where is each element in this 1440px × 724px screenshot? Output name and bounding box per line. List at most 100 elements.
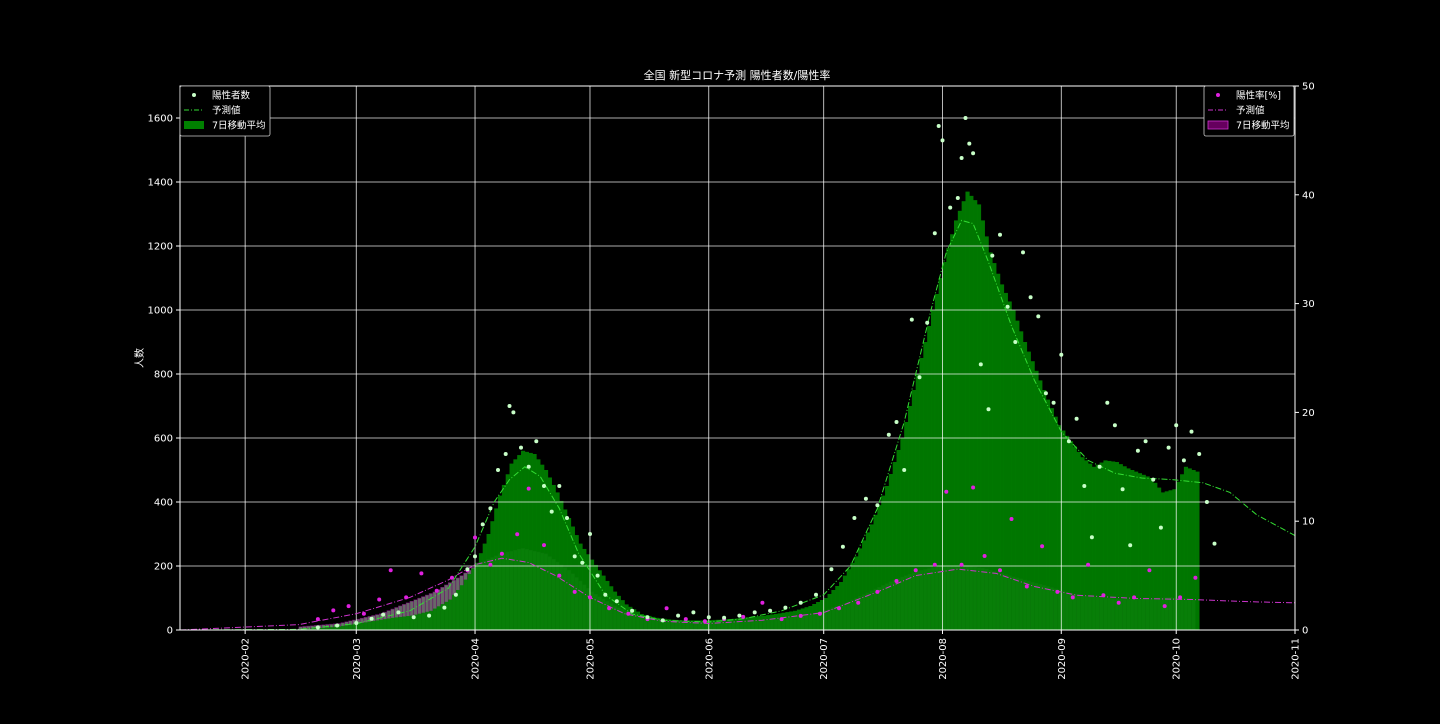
legend-right: 陽性率[%] 予測値 7日移動平均: [1203, 85, 1295, 137]
case-bar: [329, 627, 334, 630]
case-bar: [589, 559, 595, 630]
case-bar: [429, 610, 434, 630]
cases-point: [315, 625, 320, 630]
case-bar: [314, 628, 319, 630]
case-bar: [681, 620, 687, 630]
case-bar: [337, 626, 342, 630]
x-tick-label: 2020-06: [704, 638, 715, 680]
case-bar: [950, 234, 955, 630]
cases-point: [565, 516, 569, 520]
cases-point: [496, 468, 500, 472]
case-bar: [873, 514, 878, 630]
case-bar: [819, 600, 825, 630]
case-bar: [1134, 471, 1139, 630]
case-bar: [643, 614, 648, 630]
case-bar: [1111, 461, 1116, 630]
case-bar: [371, 621, 376, 630]
x-tick-label: 2020-10: [1172, 638, 1183, 680]
case-bar: [1157, 487, 1162, 630]
rate-point: [856, 600, 861, 605]
case-bar: [812, 604, 817, 630]
case-bar: [1141, 474, 1146, 630]
y-tick-label: 1600: [148, 114, 173, 125]
rate-point: [557, 573, 562, 578]
case-bar: [1068, 441, 1074, 630]
case-bar: [540, 464, 545, 630]
case-bar: [693, 620, 698, 630]
case-bar: [1195, 471, 1200, 630]
case-bar: [1145, 476, 1150, 630]
case-bar: [436, 606, 441, 630]
case-bar: [517, 455, 522, 630]
case-bar: [563, 509, 568, 630]
case-bar: [992, 263, 997, 630]
case-bar: [383, 619, 388, 630]
cases-point: [940, 138, 945, 143]
case-bar: [340, 625, 346, 630]
case-bar: [566, 518, 572, 630]
cases-point: [660, 618, 665, 623]
case-bar: [1015, 320, 1020, 630]
case-bar: [804, 607, 809, 630]
case-bar: [808, 606, 813, 630]
case-bar: [386, 618, 392, 630]
cases-point: [959, 156, 964, 160]
case-bar: [582, 548, 587, 630]
case-bar: [1149, 478, 1154, 630]
case-bar: [1088, 463, 1093, 630]
cases-point: [480, 522, 485, 527]
case-bar: [620, 600, 625, 630]
rate-point: [760, 600, 765, 605]
cases-point: [1105, 400, 1110, 405]
cases-point: [549, 509, 554, 514]
case-bar: [934, 294, 939, 630]
cases-point: [630, 608, 635, 613]
cases-point: [1174, 423, 1179, 428]
case-bar: [1126, 468, 1131, 630]
cases-point: [932, 231, 937, 236]
cases-point: [1013, 340, 1018, 344]
case-bar: [521, 450, 526, 630]
legend-label: 陽性率[%]: [1236, 90, 1281, 102]
case-bar: [708, 620, 713, 630]
case-bar: [532, 454, 537, 630]
case-bar: [965, 191, 970, 630]
prediction-lines: [179, 219, 1296, 631]
cases-point: [1181, 458, 1186, 463]
case-bar: [816, 602, 821, 630]
case-bar: [1180, 474, 1185, 630]
case-bar: [1137, 473, 1143, 630]
cases-point: [1074, 416, 1079, 421]
rate-point: [1024, 584, 1029, 589]
x-tick-label: 2020-08: [938, 638, 949, 680]
prediction-line-rate: [179, 557, 1296, 631]
case-bar: [858, 548, 863, 630]
case-bar: [325, 627, 330, 630]
axes: 0 200 400 600 800 1000 1200 1400 1600 0 10 20 30 40 50…: [148, 82, 1315, 680]
rate-point: [404, 595, 409, 600]
y-tick-label: 0: [167, 626, 173, 637]
case-bar: [486, 534, 491, 630]
case-bar: [616, 595, 621, 630]
cases-point: [1204, 500, 1209, 504]
y-tick-label: 800: [154, 370, 173, 381]
rate-point: [499, 551, 504, 556]
case-bar: [770, 614, 775, 630]
case-bar: [908, 406, 913, 630]
case-bar: [635, 611, 641, 630]
case-bar: [724, 619, 729, 630]
case-bar: [1107, 460, 1112, 630]
case-bar: [762, 615, 767, 630]
case-bar: [1172, 489, 1177, 630]
case-bar: [862, 540, 867, 630]
case-bar: [1053, 416, 1058, 630]
rate-point: [1116, 600, 1121, 605]
rate-point: [1178, 595, 1183, 600]
cases-point: [986, 407, 991, 412]
cases-point: [783, 605, 788, 610]
case-bar: [310, 628, 315, 630]
case-bar: [1049, 408, 1054, 630]
plot-frame: [179, 85, 1296, 631]
case-bar: [1118, 464, 1123, 630]
case-bar: [927, 326, 932, 630]
